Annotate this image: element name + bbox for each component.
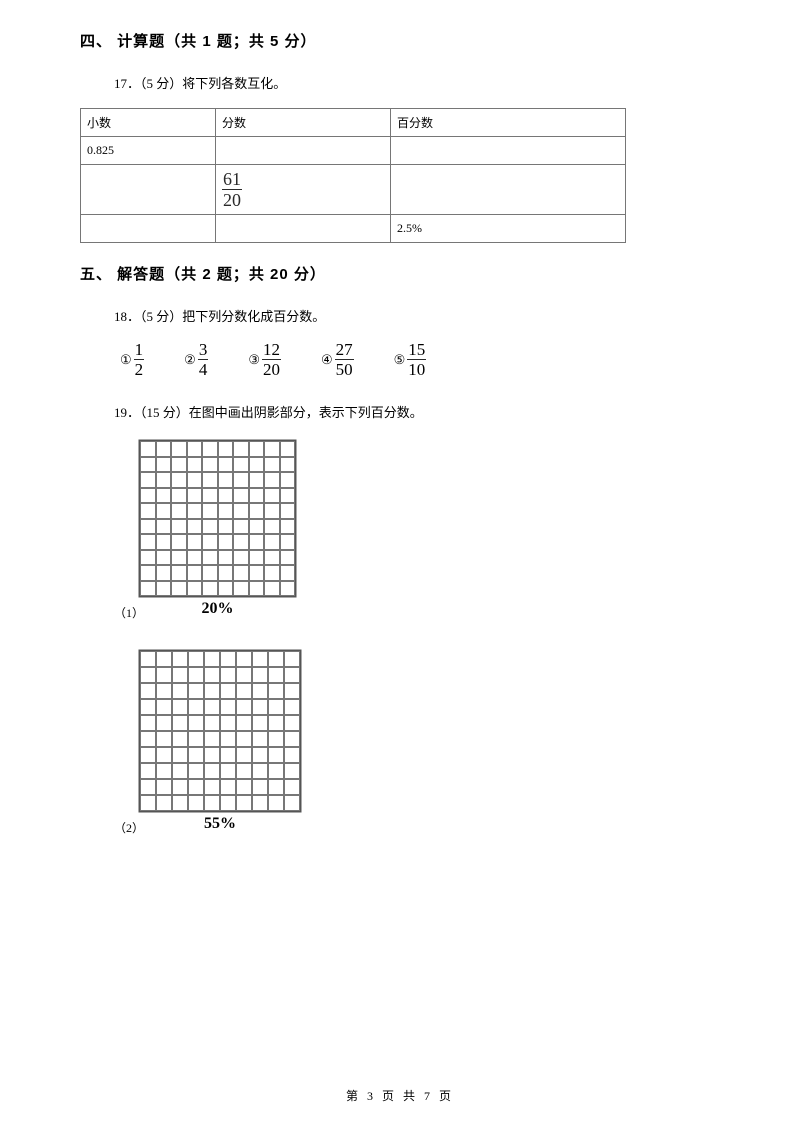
- section-4-heading: 四、 计算题（共 1 题；共 5 分）: [80, 30, 720, 51]
- cell: [216, 215, 391, 243]
- numerator: 15: [407, 341, 426, 360]
- cell: [216, 137, 391, 165]
- fraction: 2750: [335, 341, 354, 378]
- th-percent: 百分数: [391, 109, 626, 137]
- numerator: 3: [198, 341, 209, 360]
- cell: [391, 165, 626, 215]
- grid-block-1: 20% （1）: [80, 441, 720, 621]
- numerator: 1: [134, 341, 145, 360]
- conversion-table: 小数 分数 百分数 0.825 61 20 2.5%: [80, 108, 626, 243]
- cell: 2.5%: [391, 215, 626, 243]
- fraction: 12: [134, 341, 145, 378]
- grid-block-2: 55% （2）: [80, 651, 720, 836]
- grid-10x10: [140, 651, 300, 811]
- fraction-list: ① 12 ② 34 ③ 1220 ④ 2750 ⑤ 1510: [120, 341, 720, 378]
- denominator: 4: [199, 360, 208, 378]
- list-item: ④ 2750: [321, 341, 354, 378]
- numerator: 27: [335, 341, 354, 360]
- cell: [391, 137, 626, 165]
- cell-fraction: 61 20: [216, 165, 391, 215]
- numerator: 61: [222, 170, 242, 190]
- denominator: 50: [336, 360, 353, 378]
- denominator: 10: [408, 360, 425, 378]
- question-17: 17．（5 分）将下列各数互化。: [114, 73, 720, 92]
- cell: [81, 215, 216, 243]
- question-18: 18．（5 分）把下列分数化成百分数。: [114, 306, 720, 325]
- th-decimal: 小数: [81, 109, 216, 137]
- table-row: 0.825: [81, 137, 626, 165]
- question-19: 19．（15 分）在图中画出阴影部分，表示下列百分数。: [114, 402, 720, 421]
- th-fraction: 分数: [216, 109, 391, 137]
- grid-10x10: [140, 441, 295, 596]
- fraction: 1220: [262, 341, 281, 378]
- list-item: ② 34: [184, 341, 208, 378]
- item-label: ②: [184, 352, 196, 368]
- page-footer: 第 3 页 共 7 页: [0, 1087, 800, 1104]
- item-label: ①: [120, 352, 132, 368]
- grid-wrapper: 55%: [140, 651, 720, 833]
- table-row: 61 20: [81, 165, 626, 215]
- grid-wrapper: 20%: [140, 441, 720, 618]
- list-item: ① 12: [120, 341, 144, 378]
- cell: [81, 165, 216, 215]
- denominator: 2: [135, 360, 144, 378]
- list-item: ⑤ 1510: [394, 341, 427, 378]
- item-label: ⑤: [394, 352, 406, 368]
- table-row: 2.5%: [81, 215, 626, 243]
- item-label: ④: [321, 352, 333, 368]
- cell: 0.825: [81, 137, 216, 165]
- fraction: 34: [198, 341, 209, 378]
- denominator: 20: [263, 360, 280, 378]
- item-label: ③: [248, 352, 260, 368]
- fraction: 1510: [407, 341, 426, 378]
- section-5-heading: 五、 解答题（共 2 题；共 20 分）: [80, 263, 720, 284]
- numerator: 12: [262, 341, 281, 360]
- denominator: 20: [223, 190, 241, 209]
- list-item: ③ 1220: [248, 341, 281, 378]
- fraction-61-20: 61 20: [222, 170, 242, 209]
- table-row: 小数 分数 百分数: [81, 109, 626, 137]
